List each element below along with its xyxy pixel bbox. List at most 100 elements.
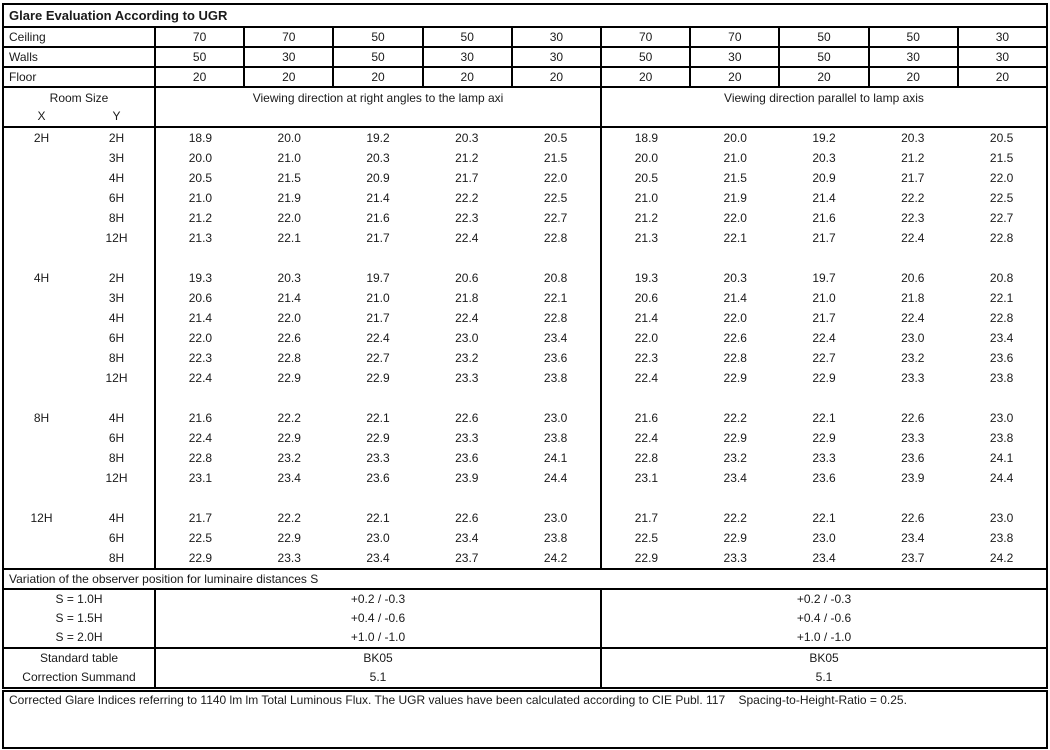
ugr-value: 22.1 <box>723 231 747 245</box>
ugr-value: 21.2 <box>455 151 479 165</box>
summary-value-right: BK05 <box>600 649 1046 668</box>
ugr-value: 23.0 <box>989 511 1014 525</box>
ugr-row: 12H 21.3 22.1 21.7 22.4 22.8 21.3 22.1 21.7 22.4 2… <box>4 228 1046 248</box>
ugr-value: 20.5 <box>989 131 1014 145</box>
surface-value: 70 <box>154 28 243 46</box>
ugr-value: 22.0 <box>723 211 747 225</box>
room-size-label: Room Size <box>49 91 109 105</box>
ugr-value: 22.4 <box>188 371 213 385</box>
ugr-value: 22.8 <box>723 351 747 365</box>
ugr-value: 20.0 <box>277 131 301 145</box>
room-x-label <box>4 188 79 208</box>
surface-value: 20 <box>243 68 332 86</box>
ugr-value: 21.2 <box>634 211 659 225</box>
ugr-values-left: 22.4 22.9 22.9 23.3 23.8 <box>154 428 600 448</box>
ugr-value: 22.9 <box>188 551 213 565</box>
surface-value: 20 <box>778 68 867 86</box>
footer-note: Corrected Glare Indices referring to 114… <box>2 690 1048 749</box>
ugr-row: 6H 21.0 21.9 21.4 22.2 22.5 21.0 21.9 21.4 22.2 22… <box>4 188 1046 208</box>
ugr-value <box>957 248 1046 268</box>
ugr-value: 21.0 <box>188 191 213 205</box>
room-y-label: 6H <box>108 531 125 545</box>
ugr-row: 2H 2H 18.9 20.0 19.2 20.3 20.5 18.9 20.0 19.2 20.3… <box>4 128 1046 148</box>
ugr-value: 22.8 <box>989 231 1014 245</box>
room-y-label <box>79 488 154 508</box>
ugr-value: 23.8 <box>989 371 1014 385</box>
room-x-label: 2H <box>33 131 50 145</box>
surface-row-label: Ceiling <box>9 30 46 44</box>
surface-value: 30 <box>510 28 600 46</box>
ugr-value: 22.4 <box>366 331 390 345</box>
ugr-values-left <box>154 388 600 408</box>
ugr-values-left: 18.9 20.0 19.2 20.3 20.5 <box>154 128 600 148</box>
ugr-value: 23.4 <box>723 471 747 485</box>
room-x-label <box>4 448 79 468</box>
variation-value-left: +1.0 / -1.0 <box>154 628 600 647</box>
ugr-value: 21.2 <box>901 151 925 165</box>
ugr-value <box>511 388 600 408</box>
ugr-values-right: 22.9 23.3 23.4 23.7 24.2 <box>600 548 1046 568</box>
surface-value: 30 <box>243 48 332 66</box>
ugr-value: 22.4 <box>455 231 479 245</box>
ugr-value: 22.2 <box>723 411 747 425</box>
ugr-values-left: 23.1 23.4 23.6 23.9 24.4 <box>154 468 600 488</box>
ugr-values-right: 21.4 22.0 21.7 22.4 22.8 <box>600 308 1046 328</box>
ugr-values-right: 22.5 22.9 23.0 23.4 23.8 <box>600 528 1046 548</box>
surface-value: 70 <box>600 28 689 46</box>
ugr-value: 22.3 <box>188 351 213 365</box>
variation-rows: S = 1.0H +0.2 / -0.3 +0.2 / -0.3 S = 1.5H +0… <box>4 590 1046 647</box>
ugr-value: 20.8 <box>543 271 568 285</box>
ugr-values-left: 22.8 23.2 23.3 23.6 24.1 <box>154 448 600 468</box>
ugr-value <box>691 388 780 408</box>
ugr-row: 8H 21.2 22.0 21.6 22.3 22.7 21.2 22.0 21.6 22.3 22… <box>4 208 1046 228</box>
ugr-value: 23.3 <box>901 431 925 445</box>
surface-row: Floor 20 20 20 20 20 20 20 20 20 20 <box>4 68 1046 88</box>
ugr-values-right: 20.5 21.5 20.9 21.7 22.0 <box>600 168 1046 188</box>
ugr-value: 20.3 <box>277 271 301 285</box>
viewing-direction-left-header: Viewing direction at right angles to the… <box>154 88 600 126</box>
room-y-label: 4H <box>108 411 125 425</box>
room-x-label <box>4 328 79 348</box>
ugr-value: 22.9 <box>277 531 301 545</box>
ugr-value: 22.1 <box>366 411 390 425</box>
ugr-value: 20.6 <box>188 291 213 305</box>
surface-value: 50 <box>154 48 243 66</box>
ugr-row: 6H 22.0 22.6 22.4 23.0 23.4 22.0 22.6 22.4 23.0 23… <box>4 328 1046 348</box>
ugr-value: 22.0 <box>188 331 213 345</box>
ugr-value: 23.0 <box>366 531 390 545</box>
surface-value: 50 <box>867 28 957 46</box>
ugr-row-gap <box>4 248 1046 268</box>
room-y-label: 4H <box>108 311 125 325</box>
surface-value: 50 <box>600 48 689 66</box>
room-y-label: 12H <box>105 371 128 385</box>
ugr-value <box>511 488 600 508</box>
ugr-value: 21.0 <box>634 191 659 205</box>
ugr-row: 8H 22.3 22.8 22.7 23.2 23.6 22.3 22.8 22.7 23.2 23… <box>4 348 1046 368</box>
ugr-value: 18.9 <box>188 131 213 145</box>
ugr-value <box>602 488 691 508</box>
ugr-values-right: 22.8 23.2 23.3 23.6 24.1 <box>600 448 1046 468</box>
ugr-value <box>868 488 957 508</box>
ugr-value: 23.4 <box>366 551 390 565</box>
ugr-value: 20.3 <box>723 271 747 285</box>
ugr-value: 19.3 <box>634 271 659 285</box>
ugr-value: 20.6 <box>455 271 479 285</box>
ugr-value: 21.4 <box>188 311 213 325</box>
ugr-value: 23.2 <box>723 451 747 465</box>
surface-value: 70 <box>243 28 332 46</box>
ugr-value: 23.6 <box>901 451 925 465</box>
surface-row: Walls 50 30 50 30 30 50 30 50 30 30 <box>4 48 1046 68</box>
ugr-row: 6H 22.5 22.9 23.0 23.4 23.8 22.5 22.9 23.0 23.4 23… <box>4 528 1046 548</box>
ugr-value: 21.7 <box>366 231 390 245</box>
ugr-values-right: 21.6 22.2 22.1 22.6 23.0 <box>600 408 1046 428</box>
room-y-label: 8H <box>108 551 125 565</box>
ugr-value: 23.2 <box>455 351 479 365</box>
ugr-value: 20.0 <box>188 151 213 165</box>
ugr-value: 22.8 <box>543 311 568 325</box>
summary-row-label: Correction Summand <box>22 670 136 684</box>
surface-value: 20 <box>689 68 778 86</box>
ugr-value: 23.0 <box>543 511 568 525</box>
ugr-value: 22.7 <box>989 211 1014 225</box>
surface-value: 30 <box>689 48 778 66</box>
room-x-label <box>4 348 79 368</box>
